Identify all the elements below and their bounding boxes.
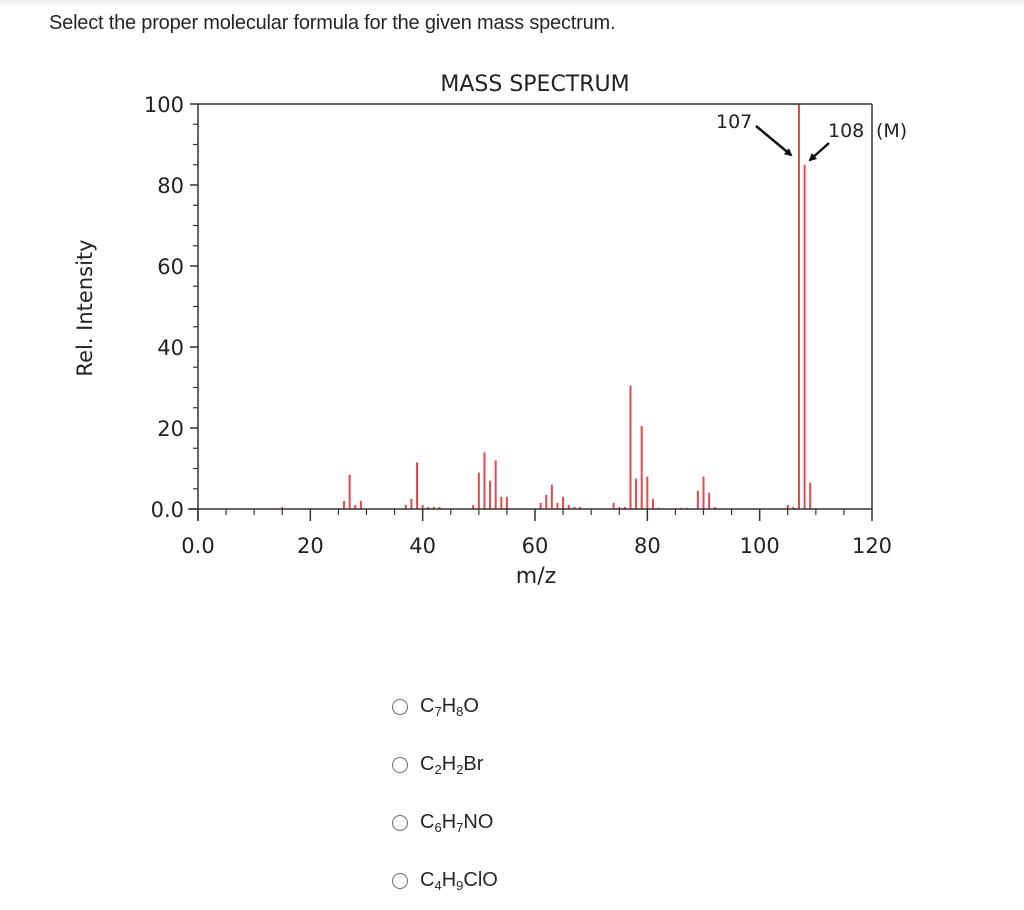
- x-tick-label: 120: [852, 534, 892, 558]
- answer-option[interactable]: C2H2Br: [392, 736, 498, 794]
- chart-title: MASS SPECTRUM: [440, 72, 629, 97]
- arrow-108-icon: [808, 142, 830, 162]
- y-tick-label: 80: [157, 174, 184, 198]
- annotation-108: 108: [828, 120, 864, 142]
- formula-label: C7H8O: [420, 695, 479, 719]
- y-tick-label: 100: [144, 93, 184, 117]
- peak-annotations: 107 108 (M): [716, 111, 907, 162]
- x-tick-label: 60: [522, 534, 549, 558]
- answer-option[interactable]: C4H9ClO: [392, 852, 498, 910]
- y-axis-label: Rel. Intensity: [73, 239, 97, 376]
- x-axis-label: m/z: [516, 564, 556, 589]
- y-tick-label: 60: [157, 255, 184, 279]
- answer-option[interactable]: C6H7NO: [392, 794, 498, 852]
- x-tick-label: 40: [409, 534, 436, 558]
- x-tick-label: 20: [297, 534, 324, 558]
- arrow-107-icon: [755, 125, 793, 157]
- spectrum-peaks: [281, 104, 812, 509]
- question-text: Select the proper molecular formula for …: [49, 12, 616, 34]
- answer-options: C7H8O C2H2Br C6H7NO C4H9ClO: [392, 678, 498, 910]
- y-tick-label: 40: [157, 336, 184, 360]
- radio-button[interactable]: [392, 815, 408, 831]
- top-shadow-bar: [0, 0, 1024, 8]
- annotation-molecular-ion: (M): [876, 120, 907, 142]
- formula-label: C4H9ClO: [420, 869, 498, 893]
- x-tick-label: 100: [740, 534, 780, 558]
- chart-axes: 0.0 20 40 60 80 100 0.0 20 40 60 80 100 120: [144, 93, 892, 558]
- x-tick-label: 80: [634, 534, 661, 558]
- formula-label: C6H7NO: [420, 811, 494, 835]
- radio-button[interactable]: [392, 757, 408, 773]
- formula-label: C2H2Br: [420, 753, 484, 777]
- answer-option[interactable]: C7H8O: [392, 678, 498, 736]
- y-tick-label: 20: [157, 417, 184, 441]
- y-tick-label: 0.0: [151, 498, 184, 522]
- radio-button[interactable]: [392, 873, 408, 889]
- annotation-107: 107: [716, 111, 752, 133]
- x-tick-label: 0.0: [181, 534, 214, 558]
- radio-button[interactable]: [392, 699, 408, 715]
- mass-spectrum-chart: MASS SPECTRUM Rel. Intensity m/z 0.0 20 40…: [73, 72, 907, 589]
